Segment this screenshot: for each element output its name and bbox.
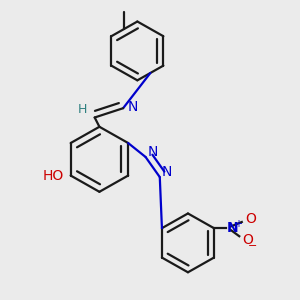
Text: N: N <box>161 165 172 179</box>
Text: −: − <box>248 241 257 250</box>
Text: N: N <box>227 221 239 235</box>
Text: O: O <box>242 233 253 247</box>
Text: N: N <box>147 145 158 159</box>
Text: H: H <box>77 103 87 116</box>
Text: +: + <box>234 218 242 229</box>
Text: N: N <box>128 100 138 114</box>
Text: HO: HO <box>43 169 64 182</box>
Text: O: O <box>245 212 256 226</box>
